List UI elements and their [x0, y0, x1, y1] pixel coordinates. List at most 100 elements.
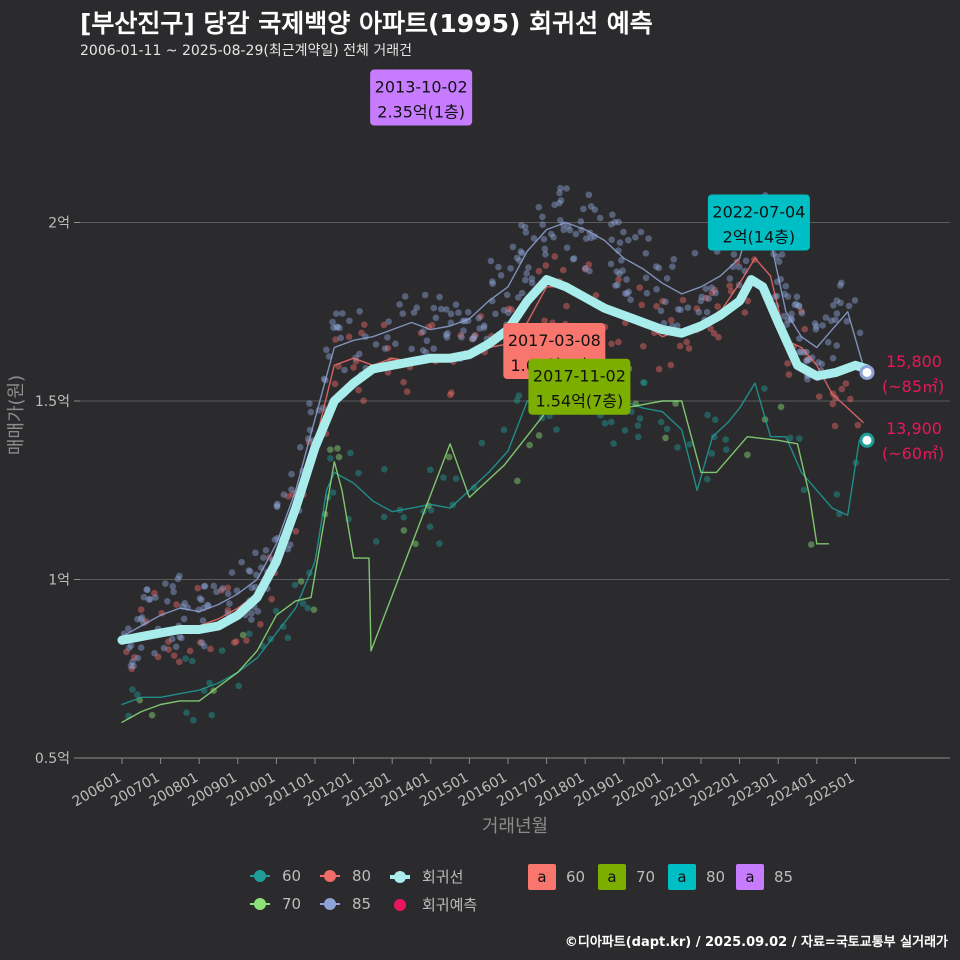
gridlines — [80, 222, 950, 759]
transaction-dot — [392, 340, 399, 348]
transaction-dot — [616, 270, 623, 278]
transaction-dot — [460, 327, 467, 334]
transaction-dot — [335, 453, 343, 461]
transaction-dot — [152, 594, 159, 601]
transaction-dot — [684, 304, 692, 311]
transaction-dot — [151, 649, 158, 657]
transaction-dot — [702, 294, 710, 302]
transaction-dot — [457, 331, 465, 339]
transaction-dot — [539, 221, 546, 228]
transaction-dot — [847, 395, 854, 403]
transaction-dot — [165, 646, 172, 653]
annotation-label: 2022-07-04 2억(14층) — [707, 194, 810, 251]
transaction-dot — [653, 302, 660, 310]
transaction-dot — [542, 262, 550, 269]
transaction-dot — [213, 588, 220, 596]
transaction-dot — [620, 228, 627, 236]
transaction-dot — [248, 610, 255, 617]
transaction-dot — [336, 324, 343, 332]
transaction-dot — [832, 316, 839, 324]
transaction-dot — [845, 302, 853, 310]
transaction-dot — [704, 411, 711, 419]
transaction-dot — [489, 280, 497, 288]
transaction-dot — [685, 345, 693, 352]
transaction-dot — [833, 342, 840, 349]
transaction-dot — [361, 321, 368, 328]
transaction-dot — [137, 644, 145, 651]
transaction-dot — [655, 365, 663, 373]
transaction-dot — [586, 267, 593, 275]
transaction-dot — [798, 307, 805, 315]
transaction-dot — [403, 388, 411, 395]
chart-subtitle: 2006-01-11 ~ 2025-08-29(최근계약일) 전체 거래건 — [80, 43, 412, 59]
transaction-dot — [679, 296, 687, 304]
transaction-dot — [518, 289, 526, 297]
transaction-dot — [500, 426, 508, 434]
transaction-dot — [670, 255, 678, 263]
annotation-label: 2017-11-02 1.54억(7층) — [528, 358, 631, 415]
transaction-dot — [856, 329, 864, 337]
transaction-dot — [426, 523, 434, 531]
transaction-dot — [551, 253, 559, 260]
transaction-dot — [400, 527, 408, 534]
transaction-dot — [822, 314, 830, 321]
transaction-dot — [541, 317, 548, 325]
transaction-dot — [272, 607, 280, 615]
transaction-dot — [180, 615, 188, 623]
transaction-dot — [686, 441, 693, 448]
circle-icon — [254, 898, 266, 910]
transaction-dot — [796, 435, 803, 442]
transaction-dot — [819, 322, 826, 329]
transaction-dot — [436, 540, 443, 547]
transaction-dot — [712, 289, 719, 297]
transaction-dot — [525, 264, 532, 271]
transaction-dot — [801, 325, 809, 333]
circle-icon — [394, 898, 406, 911]
transaction-dot — [254, 608, 262, 615]
transaction-dot — [235, 682, 243, 690]
transaction-dot — [384, 344, 392, 352]
transaction-dot — [636, 284, 643, 291]
transaction-dot — [268, 595, 275, 603]
transaction-dot — [627, 296, 634, 303]
circle-icon — [394, 870, 406, 883]
transaction-dot — [238, 558, 245, 566]
transaction-dot — [432, 314, 440, 322]
transaction-dot — [704, 475, 711, 483]
transaction-dot — [621, 290, 629, 297]
transaction-dot — [674, 443, 681, 451]
transaction-dot — [625, 236, 632, 244]
transaction-dot — [800, 349, 808, 356]
transaction-dot — [653, 285, 660, 293]
transaction-dot — [127, 662, 135, 670]
transaction-dot — [580, 205, 587, 213]
transaction-dot — [355, 350, 363, 358]
transaction-dot — [201, 642, 208, 650]
transaction-dot — [851, 297, 859, 304]
transaction-dot — [540, 235, 548, 243]
transaction-dot — [726, 282, 734, 290]
transaction-dot — [786, 434, 794, 442]
transaction-dot — [833, 297, 841, 304]
transaction-dot — [556, 217, 564, 224]
transaction-dot — [430, 345, 438, 352]
transaction-dot — [714, 303, 721, 310]
transaction-dot — [637, 228, 645, 236]
transaction-dot — [744, 451, 751, 459]
transaction-dot — [181, 599, 189, 607]
transaction-dot — [836, 282, 844, 289]
transaction-dot — [299, 600, 307, 607]
transaction-dot — [640, 379, 648, 387]
transaction-dot — [174, 575, 182, 583]
transaction-dot — [619, 267, 626, 275]
transaction-dot — [218, 647, 226, 654]
series-line-회귀선 — [117, 275, 872, 645]
transaction-dot — [642, 274, 650, 282]
transaction-dot — [134, 654, 142, 662]
transaction-dot — [707, 325, 714, 332]
y-tick-label: 1억 — [48, 573, 70, 589]
transaction-dot — [252, 549, 259, 557]
transaction-dot — [286, 541, 294, 548]
transaction-dot — [125, 625, 132, 632]
transaction-dot — [200, 583, 208, 590]
